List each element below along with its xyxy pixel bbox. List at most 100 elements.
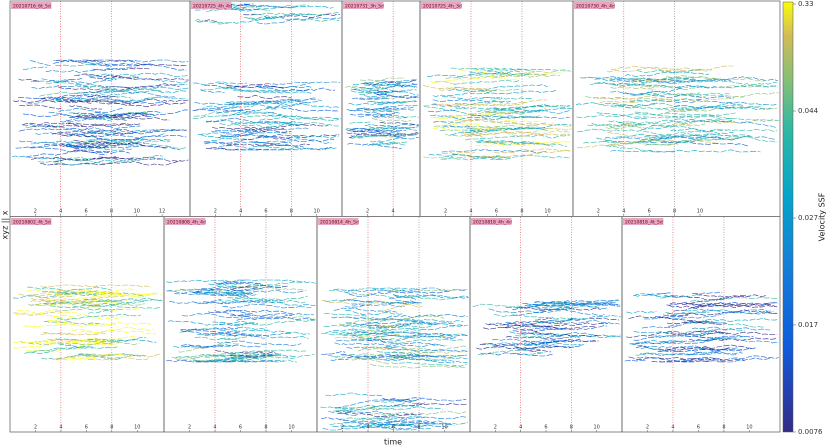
trajectory [645, 135, 778, 146]
panel-label: 20210730_4h_4d [576, 3, 615, 9]
trajectory [41, 290, 145, 297]
trajectory [388, 296, 417, 300]
trajectory [219, 123, 301, 128]
trajectory [183, 345, 223, 349]
trajectory [174, 354, 278, 361]
trajectory [173, 344, 234, 349]
trajectory [215, 350, 276, 355]
trajectory [194, 292, 246, 295]
trajectory [263, 111, 282, 115]
trajectory [321, 351, 346, 355]
trajectory [371, 141, 409, 145]
trajectory [356, 355, 420, 359]
trajectory [203, 134, 303, 144]
trajectory [378, 135, 406, 142]
trajectory [364, 108, 401, 114]
trajectory [670, 127, 734, 134]
trajectory [60, 116, 133, 123]
trajectory [252, 144, 286, 147]
trajectory [646, 292, 671, 296]
trajectory [690, 358, 745, 362]
panel-label-bg [421, 2, 462, 9]
x-tick-label: 6 [85, 425, 88, 431]
x-tick-label: 4 [392, 209, 395, 215]
trajectory [211, 130, 257, 136]
trajectory [78, 340, 100, 343]
trajectory [229, 354, 276, 358]
trajectory [86, 139, 171, 144]
trajectory [624, 71, 710, 77]
trajectory [324, 299, 376, 303]
trajectory [265, 81, 341, 86]
trajectory [72, 328, 157, 335]
trajectory [53, 357, 97, 361]
trajectory [583, 140, 647, 145]
trajectory [461, 130, 570, 137]
trajectory [54, 96, 187, 103]
trajectory [482, 342, 585, 347]
trajectory [41, 354, 123, 360]
trajectory [368, 324, 468, 331]
trajectory [441, 149, 547, 154]
trajectory [346, 331, 458, 340]
trajectory [468, 71, 508, 76]
trajectory [634, 111, 779, 122]
trajectory [52, 316, 80, 320]
trajectory [348, 103, 385, 106]
trajectory [57, 343, 94, 349]
trajectory [371, 314, 468, 320]
trajectory [391, 361, 467, 367]
trajectory [487, 70, 530, 76]
trajectory [593, 95, 744, 102]
trajectory [55, 96, 158, 102]
trajectory [596, 112, 648, 120]
trajectory [482, 326, 538, 333]
trajectory [89, 138, 150, 143]
trajectory [343, 318, 464, 327]
trajectory [577, 128, 701, 137]
panel-label: 20210802_4t_5d [13, 219, 51, 225]
trajectory [259, 116, 341, 121]
trajectory [321, 300, 412, 305]
trajectory [371, 118, 412, 122]
x-tick-label: 4 [671, 425, 674, 431]
trajectory [330, 358, 349, 361]
x-tick-label: 2 [494, 425, 497, 431]
trajectory [255, 82, 310, 89]
trajectory [222, 360, 277, 363]
x-tick-label: 2 [34, 425, 37, 431]
x-tick-label: 6 [84, 209, 87, 215]
x-tick-label: 10 [134, 425, 140, 431]
trajectory [194, 106, 240, 111]
trajectory [40, 284, 152, 288]
trajectory [428, 154, 453, 157]
trajectory [662, 347, 756, 353]
trajectory [98, 156, 189, 162]
x-tick-label: 10 [288, 425, 294, 431]
trajectory [640, 352, 719, 357]
trajectory [25, 348, 81, 353]
trajectory [221, 112, 249, 117]
trajectory [351, 328, 421, 333]
trajectory [69, 112, 151, 119]
trajectory [465, 134, 484, 138]
trajectory [523, 323, 596, 330]
trajectory [379, 100, 407, 104]
trajectory [325, 329, 395, 335]
trajectory [610, 65, 734, 71]
trajectory [357, 345, 467, 352]
trajectory [379, 122, 419, 126]
trajectory [85, 72, 188, 78]
trajectory [432, 119, 473, 124]
trajectory [351, 86, 394, 91]
trajectory [371, 419, 468, 425]
trajectory [649, 137, 668, 139]
trajectory [432, 90, 556, 97]
trajectory [542, 302, 594, 309]
trajectory [333, 307, 397, 313]
trajectory [373, 400, 416, 403]
trajectory [166, 279, 248, 283]
trajectory [637, 356, 695, 363]
trajectory [236, 316, 315, 321]
trajectory [96, 134, 187, 141]
